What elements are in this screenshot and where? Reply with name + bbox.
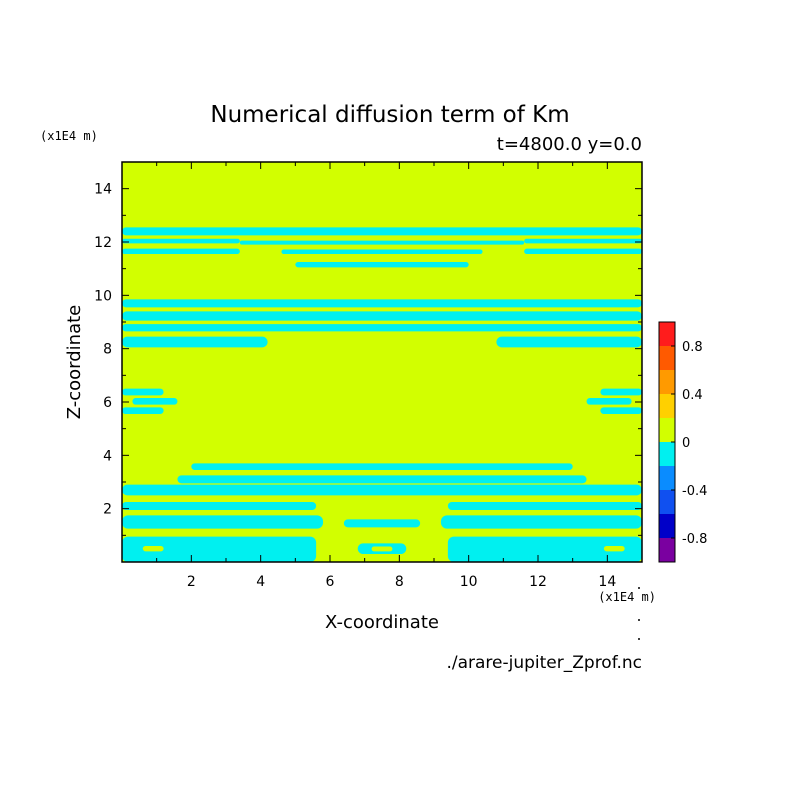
y-axis-label: Z-coordinate [64, 305, 85, 420]
negative-band-19 [191, 463, 573, 470]
y-axis-ticks: 2 4 6 8 10 12 14 [94, 182, 642, 536]
chart-title: Numerical diffusion term of Km [210, 102, 569, 128]
negative-band-18 [600, 407, 642, 414]
colorbar-tick-label: -0.4 [682, 484, 707, 499]
positive-island-1 [603, 546, 625, 552]
colorbar: -0.8 -0.4 0 0.4 0.8 [658, 321, 707, 563]
negative-band-23 [447, 502, 642, 510]
negative-band-13 [122, 388, 164, 396]
negative-band-16 [586, 398, 632, 405]
negative-band-17 [122, 407, 164, 414]
y-tick-label: 4 [103, 448, 112, 464]
negative-band-10 [122, 324, 642, 332]
y-tick-label: 8 [103, 342, 112, 358]
colorbar-segment-6 [659, 394, 675, 418]
x-axis-label: X-coordinate [325, 612, 439, 633]
colorbar-tick-label: -0.8 [682, 532, 707, 547]
positive-island-2 [371, 546, 393, 552]
y-tick-label: 2 [103, 502, 112, 518]
x-tick-label: 10 [460, 574, 478, 590]
negative-band-9 [122, 311, 642, 321]
negative-band-12 [496, 336, 642, 348]
colorbar-segment-4 [659, 442, 675, 466]
chart-subtitle: t=4800.0 y=0.0 [497, 134, 642, 155]
colorbar-segment-2 [659, 490, 675, 514]
x-tick-label: 8 [395, 574, 404, 590]
negative-band-27 [447, 536, 642, 562]
negative-band-0 [122, 227, 642, 236]
x-tick-label: 4 [256, 574, 265, 590]
negative-band-24 [122, 515, 324, 529]
positive-island-0 [142, 546, 164, 552]
unit-dots [638, 587, 640, 640]
colorbar-segment-1 [659, 514, 675, 538]
negative-band-5 [524, 248, 642, 254]
negative-band-15 [132, 398, 178, 405]
negative-band-2 [524, 238, 642, 244]
colorbar-segment-3 [659, 466, 675, 490]
colorbar-tick-label: 0 [682, 436, 690, 451]
plot-area: 2 4 6 8 10 12 14 2 4 6 8 10 12 14 [94, 161, 643, 590]
y-tick-label: 14 [94, 182, 112, 198]
negative-band-8 [122, 299, 642, 308]
negative-band-14 [600, 388, 642, 396]
colorbar-tick-label: 0.4 [682, 388, 703, 403]
negative-band-7 [295, 262, 469, 268]
negative-band-26 [122, 536, 317, 562]
colorbar-segment-8 [659, 346, 675, 370]
x-axis-ticks: 2 4 6 8 10 12 14 [156, 162, 616, 590]
y-tick-label: 12 [94, 235, 112, 251]
negative-band-6 [281, 249, 483, 254]
y-tick-label: 10 [94, 288, 112, 304]
negative-band-4 [122, 248, 240, 254]
negative-band-1 [122, 238, 240, 244]
plot-frame [121, 161, 643, 563]
x-tick-label: 12 [529, 574, 547, 590]
x-unit-label: (x1E4 m) [598, 590, 656, 604]
x-tick-label: 14 [598, 574, 616, 590]
source-file-label: ./arare-jupiter_Zprof.nc [446, 653, 642, 673]
y-tick-label: 6 [103, 395, 112, 411]
negative-band-28 [343, 519, 421, 528]
negative-band-11 [122, 336, 268, 348]
colorbar-segment-7 [659, 370, 675, 394]
colorbar-segment-9 [659, 322, 675, 346]
contour-fill-layer [122, 227, 642, 562]
negative-band-25 [440, 515, 642, 529]
colorbar-segment-0 [659, 538, 675, 562]
x-tick-label: 2 [187, 574, 196, 590]
x-tick-label: 6 [326, 574, 335, 590]
negative-band-3 [239, 240, 525, 245]
y-unit-label: (x1E4 m) [40, 129, 98, 143]
colorbar-segment-5 [659, 418, 675, 442]
negative-band-22 [122, 502, 317, 510]
negative-band-20 [177, 475, 587, 484]
colorbar-tick-label: 0.8 [682, 340, 703, 355]
negative-band-21 [122, 484, 642, 496]
